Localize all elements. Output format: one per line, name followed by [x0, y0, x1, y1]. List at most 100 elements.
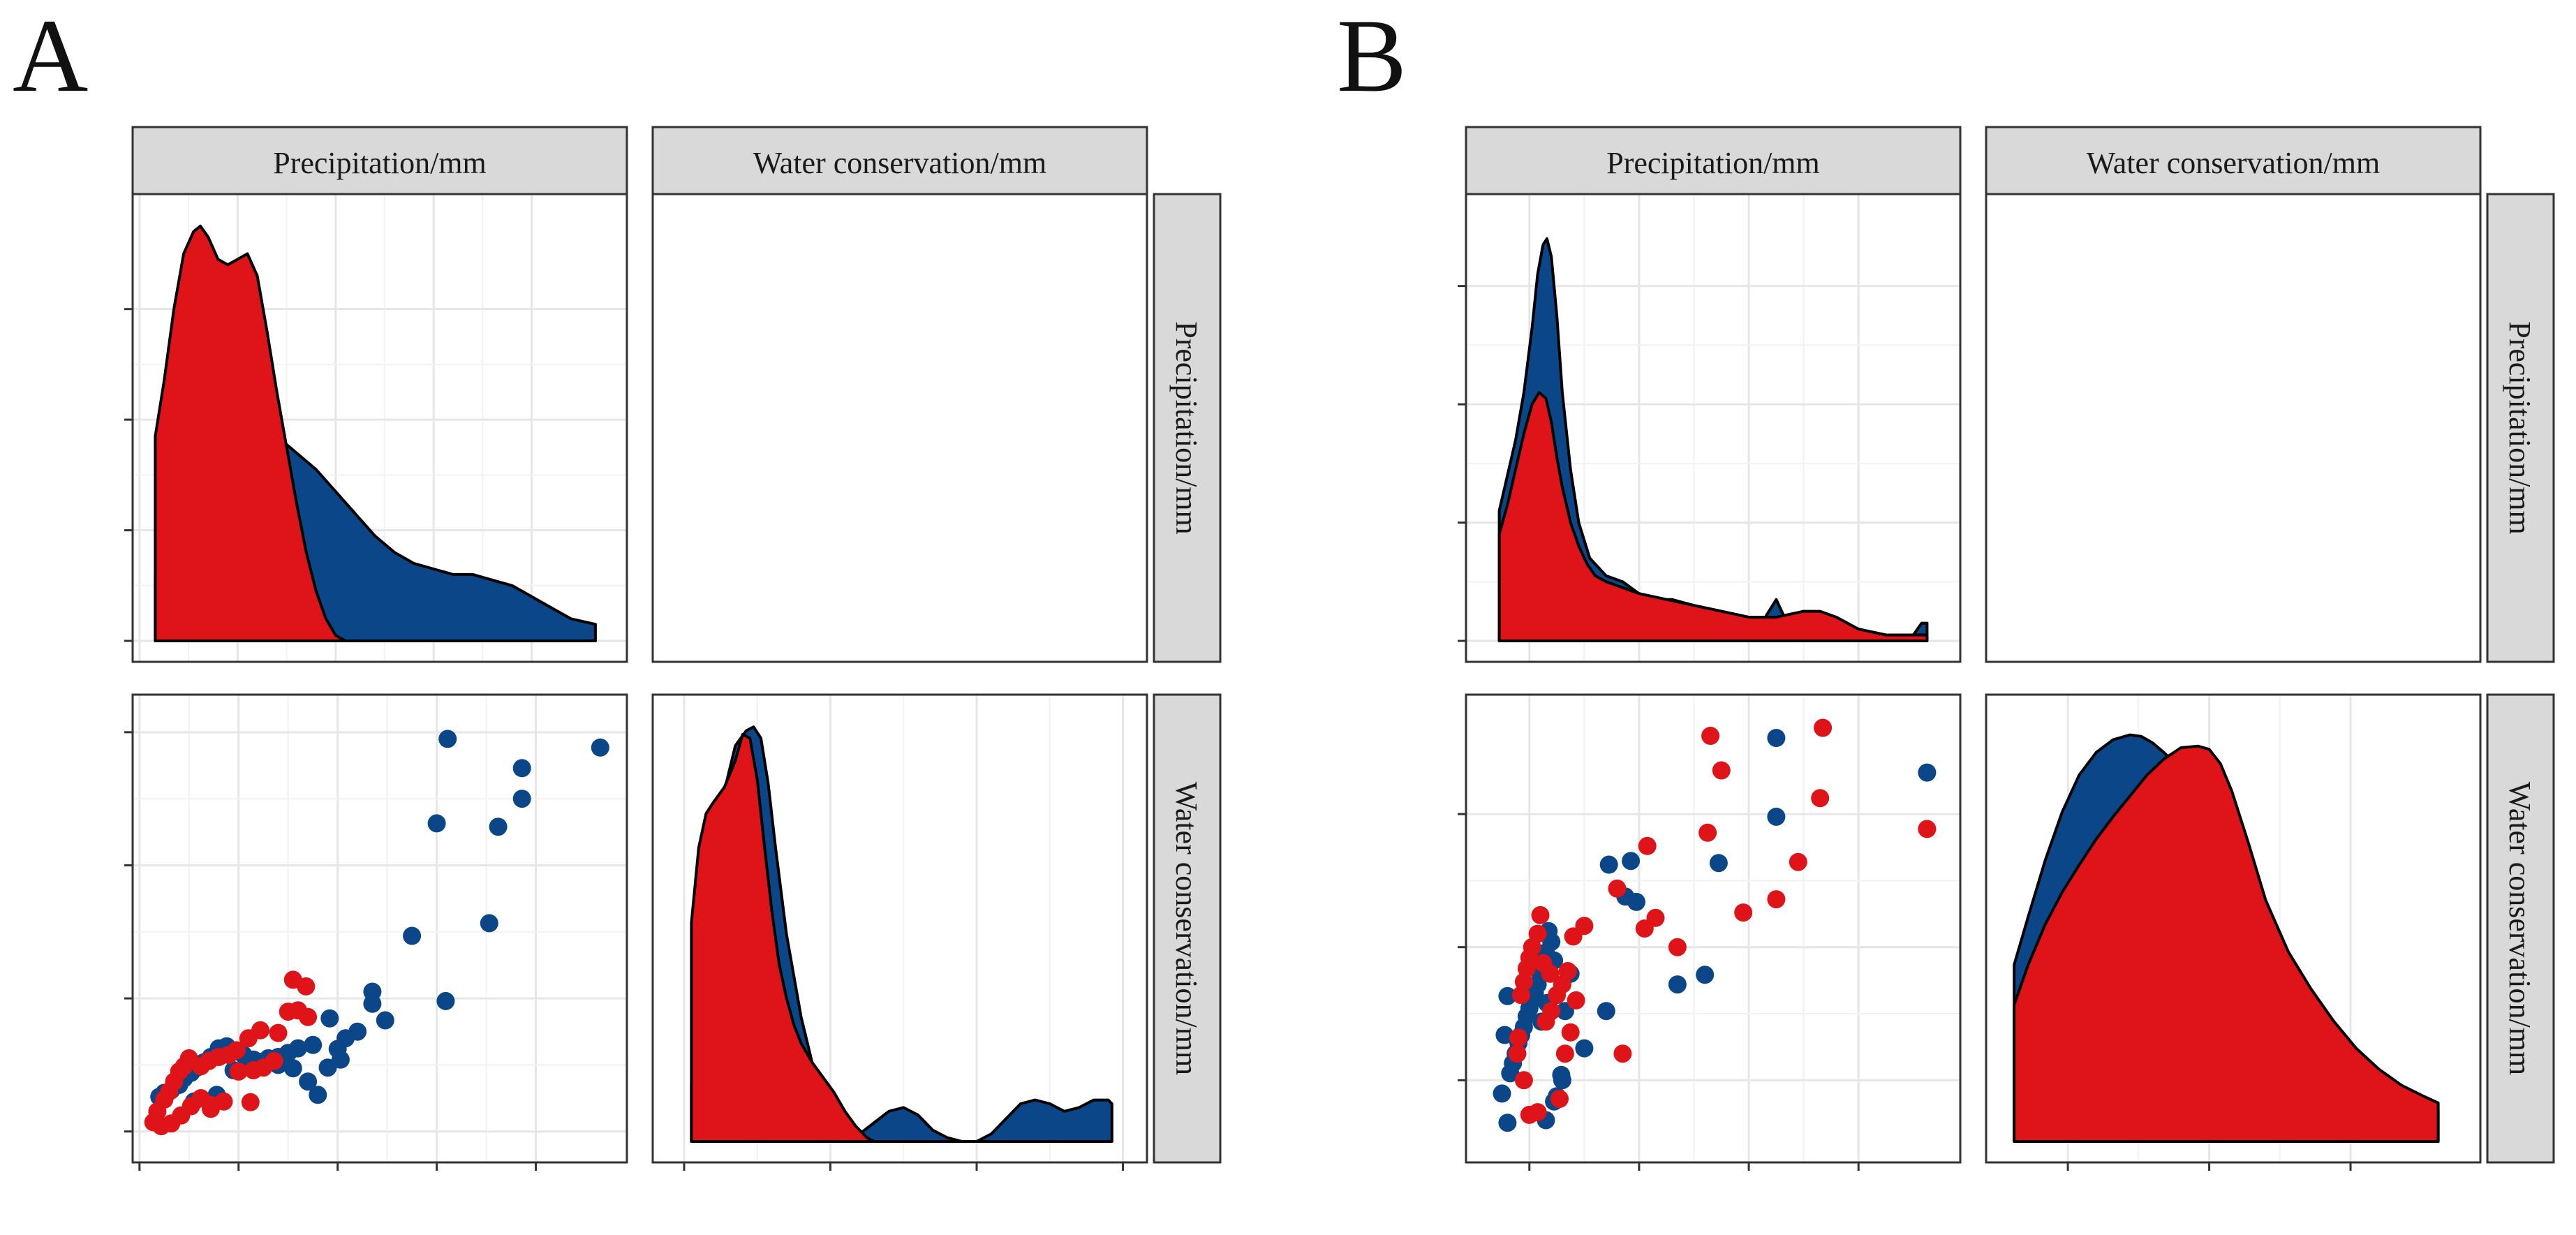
scatter-point-scenario-g: [1493, 1084, 1511, 1103]
scatter-point-scenario-h: [1638, 836, 1657, 855]
density-precip-b-ticks: [1458, 285, 1466, 642]
scatter-point-scenario-h: [299, 1007, 318, 1026]
scatter-point-scenario-g: [1627, 892, 1645, 911]
strip-top-precip-a-label: Precipitation/mm: [273, 146, 487, 180]
scatter-a-grid: [133, 695, 627, 1162]
scatter-point-scenario-h: [1548, 986, 1567, 1005]
scatter-b-grid: [1466, 695, 1960, 1162]
scatter-point-scenario-h: [1531, 905, 1550, 924]
strip-top-precip-a: Precipitation/mm: [131, 126, 628, 195]
scatter-point-scenario-g: [1495, 1026, 1514, 1044]
density-precip-a-ticks: [124, 308, 133, 642]
scatter-point-scenario-g: [591, 738, 609, 757]
density-precip-b: [1458, 193, 1962, 663]
scatter-point-scenario-g: [512, 759, 531, 778]
panel-label-b: B: [1337, 0, 1407, 114]
scatter-b: [1458, 693, 1962, 1171]
scatter-point-scenario-h: [297, 977, 316, 996]
scatter-a: [124, 693, 628, 1171]
scatter-point-scenario-h: [1701, 727, 1720, 745]
density-area-scenario-h: [154, 224, 597, 642]
density-water-a-ticks: [683, 1162, 1125, 1171]
scatter-point-scenario-h: [1550, 1090, 1569, 1108]
scatter-point-scenario-h: [1734, 903, 1753, 922]
scatter-point-scenario-h: [1712, 761, 1731, 780]
scatter-point-scenario-h: [1528, 1103, 1547, 1122]
panel-label-a: A: [13, 0, 88, 114]
strip-right-water-a-label: Water conservation/mm: [1169, 782, 1204, 1075]
scatter-point-scenario-h: [1767, 890, 1786, 909]
scatter-series-scenario-h: [1508, 718, 1937, 1124]
strip-top-water-b-label: Water conservation/mm: [2087, 146, 2380, 180]
density-water-a: [651, 693, 1148, 1171]
scatter-point-scenario-h: [239, 1029, 258, 1048]
scatter-b-border: [1465, 693, 1962, 1164]
scatter-point-scenario-g: [1918, 763, 1937, 782]
scatter-point-scenario-h: [1635, 919, 1654, 938]
corr-panel-b: [1985, 193, 2482, 663]
scatter-point-scenario-h: [1698, 823, 1717, 842]
corr-panel-a-background: [653, 194, 1147, 662]
density-water-b: [1985, 693, 2482, 1171]
scatter-point-scenario-h: [1561, 1023, 1580, 1042]
scatter-point-scenario-h: [1512, 986, 1530, 1005]
scatter-point-scenario-h: [1509, 1028, 1528, 1047]
scatter-point-scenario-h: [269, 1023, 288, 1042]
strip-right-precip-a: Precipitation/mm: [1153, 193, 1222, 663]
scatter-point-scenario-h: [1811, 789, 1830, 808]
scatter-point-scenario-h: [1541, 964, 1560, 983]
scatter-point-scenario-g: [1575, 1039, 1594, 1058]
strip-top-water-b: Water conservation/mm: [1985, 126, 2482, 195]
scatter-a-background: [133, 695, 627, 1162]
strip-top-precip-b-label: Precipitation/mm: [1606, 146, 1820, 180]
scatter-point-scenario-h: [265, 1051, 283, 1070]
strip-right-precip-b-label: Precipitation/mm: [2503, 321, 2537, 535]
strip-right-precip-a-label: Precipitation/mm: [1169, 321, 1204, 535]
density-water-b-border: [1985, 693, 2482, 1164]
density-water-b-ticks: [2066, 1162, 2352, 1171]
scatter-point-scenario-g: [436, 991, 455, 1010]
scatter-series-scenario-h: [144, 970, 318, 1136]
scatter-point-scenario-h: [1564, 927, 1583, 946]
scatter-b-ticks: [1458, 813, 1860, 1171]
strip-top-water-a: Water conservation/mm: [651, 126, 1148, 195]
scatter-point-scenario-h: [241, 1093, 260, 1111]
scatter-point-scenario-g: [283, 1059, 302, 1078]
scatter-point-scenario-h: [1537, 1012, 1555, 1031]
scatter-point-scenario-g: [438, 730, 457, 748]
scatter-point-scenario-g: [299, 1072, 318, 1091]
scatter-point-scenario-g: [320, 1009, 339, 1028]
strip-right-water-b: Water conservation/mm: [2486, 693, 2555, 1164]
strip-right-water-a: Water conservation/mm: [1153, 693, 1222, 1164]
scatter-point-scenario-g: [1767, 729, 1786, 747]
scatter-point-scenario-g: [309, 1086, 327, 1104]
scatter-point-scenario-h: [1789, 852, 1807, 871]
scatter-point-scenario-h: [229, 1062, 248, 1081]
scatter-point-scenario-g: [363, 994, 382, 1013]
corr-panel-b-background: [1986, 194, 2480, 662]
scatter-point-scenario-h: [1613, 1044, 1632, 1063]
scatter-point-scenario-g: [1709, 854, 1728, 873]
panel-b: B Precipitation/mm Water conservation/mm…: [1337, 0, 2555, 1171]
density-area-scenario-h: [2013, 744, 2440, 1143]
density-area-scenario-h: [1497, 391, 1929, 642]
scatter-a-border: [131, 693, 628, 1164]
scatter-point-scenario-g: [1767, 807, 1786, 826]
scatter-point-scenario-h: [1668, 938, 1687, 956]
scatter-point-scenario-h: [279, 1003, 297, 1021]
strip-right-precip-b: Precipitation/mm: [2486, 193, 2555, 663]
density-water-a-border: [651, 693, 1148, 1164]
scatter-a-ticks: [124, 731, 538, 1171]
scatter-point-scenario-g: [1696, 966, 1715, 984]
scatter-point-scenario-h: [1508, 1044, 1527, 1063]
scatter-point-scenario-g: [318, 1058, 337, 1077]
scatter-point-scenario-g: [376, 1011, 394, 1030]
panel-a: A Precipitation/mm Water conservation/mm…: [13, 0, 1222, 1171]
density-area-scenario-h: [690, 733, 876, 1143]
density-precip-a: [124, 193, 628, 663]
scatter-point-scenario-g: [1498, 986, 1517, 1005]
scatter-point-scenario-g: [403, 926, 422, 945]
scatter-point-scenario-g: [1622, 852, 1641, 871]
scatter-point-scenario-h: [1555, 1044, 1574, 1063]
